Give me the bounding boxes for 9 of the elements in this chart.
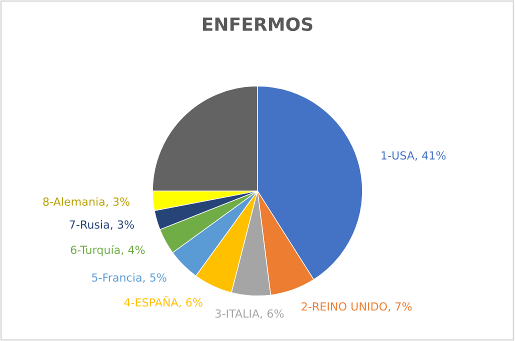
slice-label: 3-ITALIA, 6% (215, 309, 284, 319)
slice-label: 5-Francia, 5% (92, 273, 166, 283)
slice-label: 2-REINO UNIDO, 7% (302, 302, 412, 312)
slice-label: 8-Alemania, 3% (43, 197, 130, 207)
slice-label: 4-ESPAÑA, 6% (124, 296, 202, 308)
chart-title: ENFERMOS (202, 17, 312, 32)
slice-label: 6-Turquía, 4% (70, 245, 145, 256)
slice-label: 7-Rusia, 3% (70, 220, 134, 230)
slice-label: 1-USA, 41% (382, 151, 446, 161)
